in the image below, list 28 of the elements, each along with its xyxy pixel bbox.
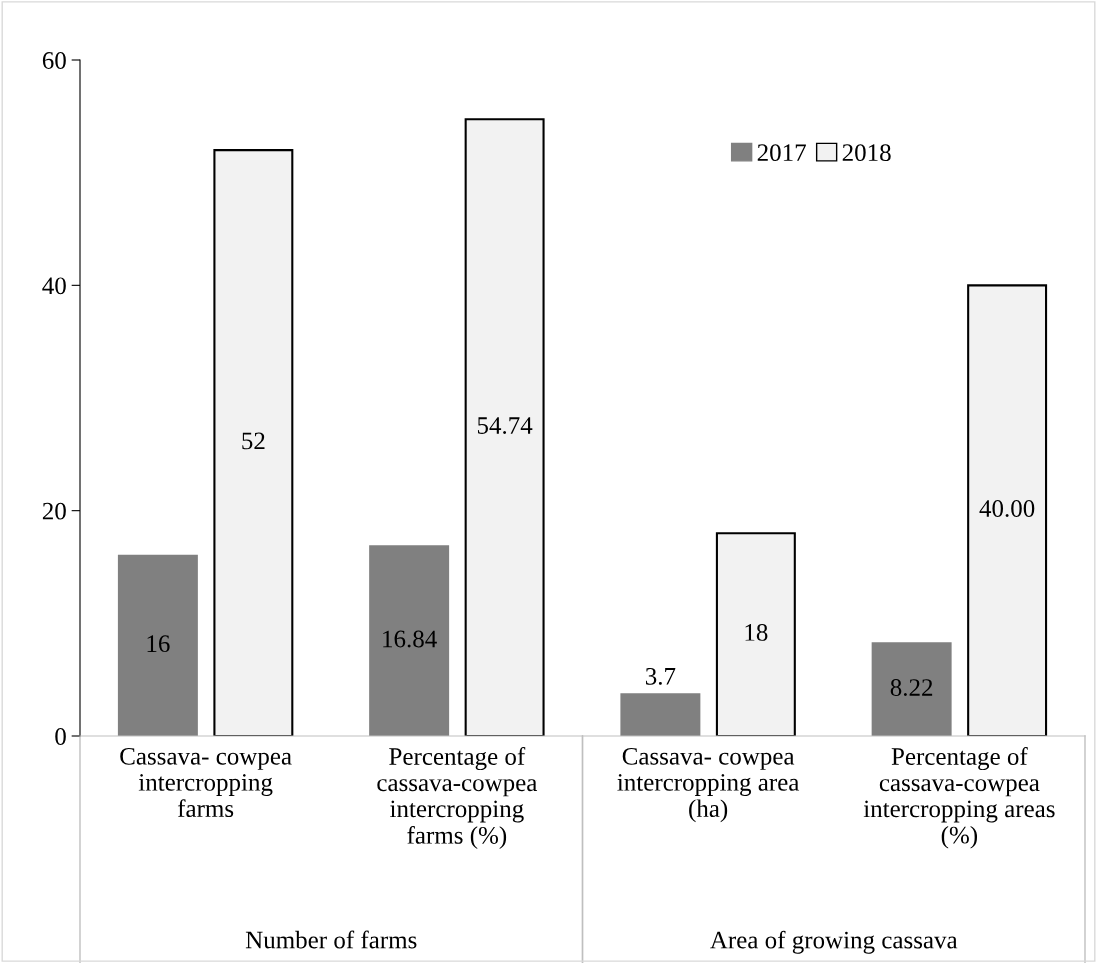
- x-tick-label: Cassava- cowpea intercropping farms: [120, 747, 292, 818]
- bar: [369, 545, 450, 736]
- bar: [620, 693, 701, 736]
- x-tick-label: Cassava- cowpea intercropping area (ha): [617, 747, 800, 823]
- legend-label: 2017: [757, 144, 806, 162]
- bar: [871, 642, 952, 736]
- data-label: 52: [242, 432, 265, 450]
- x-tick-label: Percentage of cassava-cowpea intercropping farms (%): [377, 747, 538, 849]
- bar: [967, 284, 1048, 736]
- bar: [213, 149, 294, 736]
- text: Area of growing cassava: [710, 930, 958, 954]
- data-label: 3.7: [645, 667, 676, 685]
- data-label: 8.22: [890, 679, 933, 697]
- data-label: 40.00: [979, 500, 1035, 518]
- legend-label: 2018: [842, 144, 891, 162]
- data-label: 16: [147, 635, 170, 653]
- text: Number of farms: [245, 930, 417, 949]
- bar: [715, 532, 796, 736]
- data-label: 16.84: [383, 630, 437, 648]
- data-label: 54.74: [477, 417, 533, 434]
- data-label: 18: [745, 623, 768, 641]
- y-tick-label: 40: [42, 277, 66, 295]
- x-tick-label: Percentage of cassava-cowpea intercropping areas (%): [863, 747, 1055, 849]
- bar: [117, 554, 198, 736]
- y-tick-label: 60: [42, 52, 66, 69]
- bar: [464, 118, 545, 736]
- y-tick-label: 0: [55, 728, 66, 745]
- y-tick-label: 20: [42, 502, 66, 520]
